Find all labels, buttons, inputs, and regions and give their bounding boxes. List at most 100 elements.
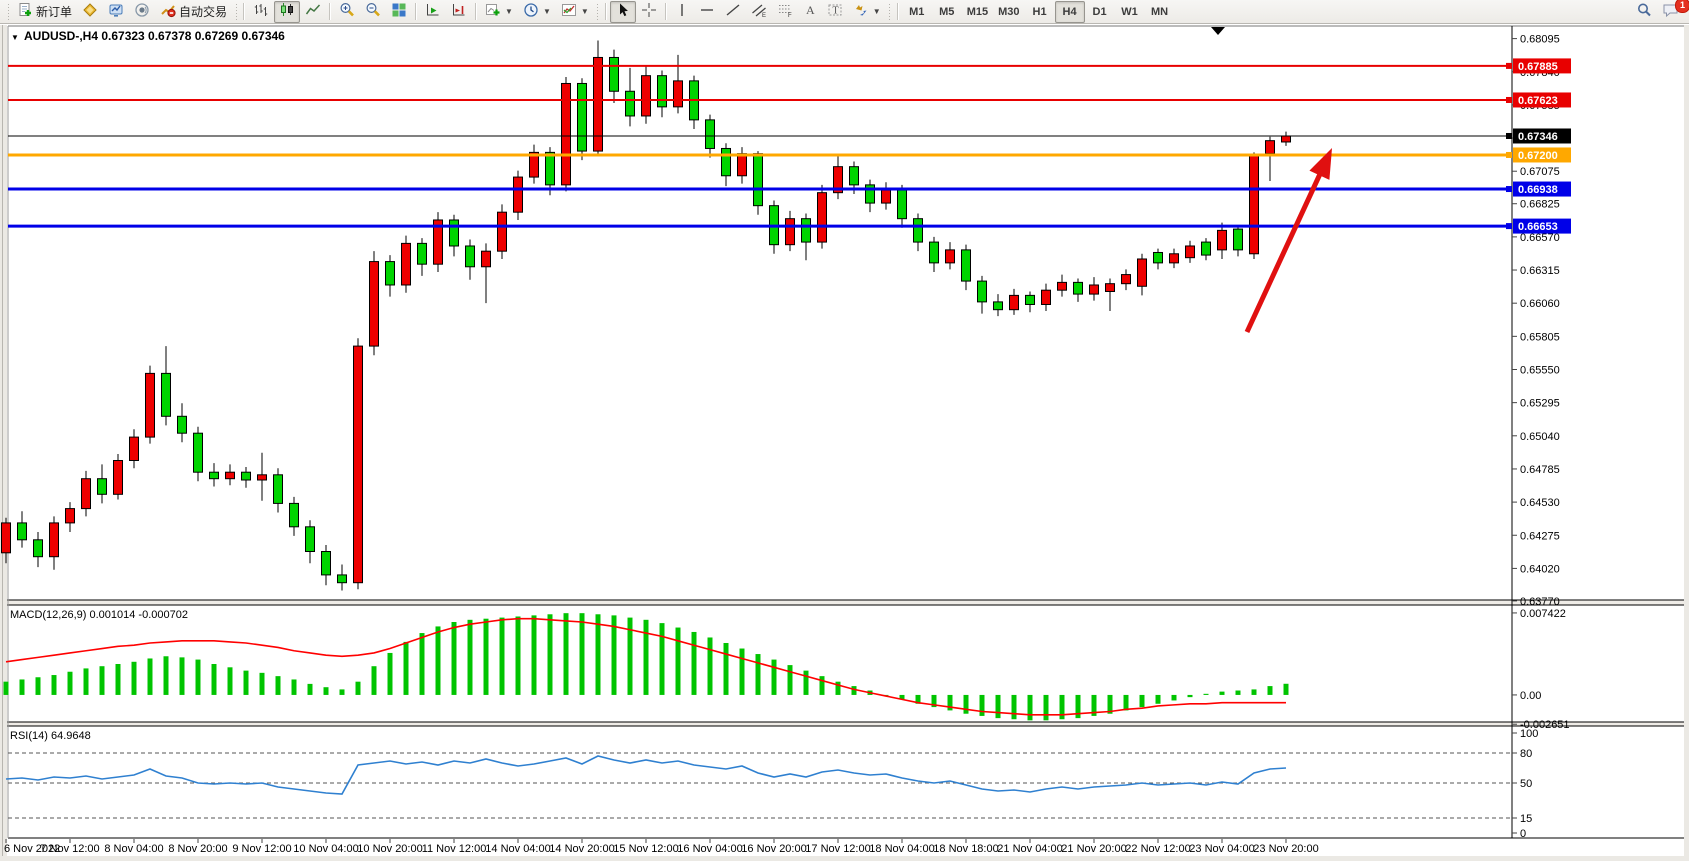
candle xyxy=(977,280,987,303)
macd-histogram-bar xyxy=(803,670,809,695)
indicators-button[interactable]: ▼ xyxy=(480,1,518,23)
timeframe-button-d1[interactable]: D1 xyxy=(1092,5,1107,18)
data-window-button[interactable] xyxy=(103,1,129,23)
macd-histogram-bar xyxy=(499,617,505,695)
line-chart-button[interactable] xyxy=(300,1,326,23)
macd-histogram-bar xyxy=(1187,694,1193,698)
arrows-button[interactable]: ▼ xyxy=(848,1,886,23)
chart-shift-button[interactable] xyxy=(446,1,472,23)
candle xyxy=(817,192,827,243)
autotrading-button[interactable]: 自动交易 xyxy=(155,1,232,23)
news-button[interactable] xyxy=(129,1,155,23)
timeframe-button-h4[interactable]: H4 xyxy=(1054,0,1085,23)
candle xyxy=(1153,251,1163,264)
timeframe-button-mn[interactable]: MN xyxy=(1150,5,1169,18)
autotrading-icon xyxy=(160,2,176,21)
time-tick-label: 8 Nov 04:00 xyxy=(104,843,163,855)
cursor-icon xyxy=(615,2,631,21)
timeframe-button-m1[interactable]: M1 xyxy=(909,5,925,18)
macd-histogram-bar xyxy=(19,679,25,695)
time-tick-label: 17 Nov 12:00 xyxy=(805,843,870,855)
time-tick-label: 23 Nov 04:00 xyxy=(1189,843,1254,855)
timeframe-button-m15[interactable]: M15 xyxy=(966,5,989,18)
periods-icon xyxy=(523,2,539,21)
indicators-icon xyxy=(485,2,501,21)
price-badge-label: 0.66938 xyxy=(1518,184,1558,196)
macd-histogram-bar xyxy=(339,689,345,695)
candle xyxy=(945,249,955,264)
vertical-line-button[interactable] xyxy=(670,1,694,23)
price-level-lines[interactable] xyxy=(8,64,1512,228)
time-tick-label: 6 Nov 2022 xyxy=(4,843,60,855)
crosshair-button[interactable] xyxy=(636,1,662,23)
market-watch-button[interactable] xyxy=(77,1,103,23)
bar-chart-button[interactable] xyxy=(248,1,274,23)
window-bottom-edge xyxy=(0,856,1689,861)
price-badge-0.66938 xyxy=(1513,181,1571,197)
macd-histogram-bar xyxy=(1155,694,1161,704)
macd-histogram-bar xyxy=(1203,693,1209,695)
zoom-in-button[interactable] xyxy=(334,1,360,23)
macd-histogram-bar xyxy=(483,618,489,695)
price-tick-label: 0.64785 xyxy=(1520,464,1560,476)
candle xyxy=(417,242,427,265)
chart-title-expander: ▼ xyxy=(11,33,19,42)
timeframe-button-m5[interactable]: M5 xyxy=(939,5,955,18)
new-order-button[interactable]: 新订单 xyxy=(12,1,77,23)
timeframe-button-m30[interactable]: M30 xyxy=(998,5,1020,18)
fibonacci-button[interactable]: F xyxy=(772,1,798,23)
candle xyxy=(289,502,299,528)
vertical-line-icon xyxy=(675,2,689,21)
macd-histogram-bar xyxy=(995,694,1001,719)
periods-button[interactable]: ▼ xyxy=(518,1,556,23)
price-tick-label: 0.68095 xyxy=(1520,34,1560,46)
candlestick-chart-button[interactable] xyxy=(274,0,301,23)
macd-histogram-bar xyxy=(1027,694,1033,721)
toolbar-drag-handle[interactable] xyxy=(887,3,892,20)
text-label-button[interactable]: T xyxy=(822,1,848,23)
new-order-label: 新订单 xyxy=(36,5,73,19)
trendline-button[interactable] xyxy=(720,1,746,23)
candle xyxy=(321,551,331,576)
horizontal-line-icon xyxy=(699,2,715,21)
toolbar-drag-handle[interactable] xyxy=(6,3,10,20)
equidistant-channel-button[interactable]: E xyxy=(746,1,772,23)
timeframe-button-h1[interactable]: H1 xyxy=(1032,5,1047,18)
toolbar-drag-handle[interactable] xyxy=(595,3,600,20)
chat-button[interactable]: 1 xyxy=(1657,0,1689,23)
candle xyxy=(753,153,763,207)
timeframe-button-w1[interactable]: W1 xyxy=(1121,5,1138,18)
annotation-arrow[interactable] xyxy=(1244,148,1332,334)
macd-histogram-bar xyxy=(851,686,857,695)
time-tick-label: 23 Nov 20:00 xyxy=(1253,843,1318,855)
macd-axis-label: 0.007422 xyxy=(1520,608,1566,620)
candle xyxy=(1185,245,1195,259)
horizontal-line-button[interactable] xyxy=(694,1,720,23)
candle xyxy=(609,56,619,92)
price-axis[interactable]: 0.680950.678400.675850.673300.670750.668… xyxy=(1506,34,1571,608)
search-button[interactable] xyxy=(1631,1,1657,23)
macd-histogram-bar xyxy=(179,657,185,695)
candle xyxy=(433,219,443,265)
candle xyxy=(1009,294,1019,311)
chart-shift-icon xyxy=(451,2,467,21)
candle xyxy=(577,82,587,152)
candle xyxy=(513,176,523,213)
chart-shift-marker[interactable] xyxy=(1211,27,1225,35)
macd-histogram-bar xyxy=(355,681,361,695)
crosshair-icon xyxy=(641,2,657,21)
toolbar-drag-handle[interactable] xyxy=(234,3,239,20)
cursor-button[interactable] xyxy=(609,0,636,23)
tile-windows-button[interactable] xyxy=(386,1,412,23)
zoom-out-button[interactable] xyxy=(360,1,386,23)
auto-scroll-button[interactable] xyxy=(420,1,446,23)
macd-histogram-bar xyxy=(307,683,313,695)
macd-axis-label: 0.00 xyxy=(1520,690,1541,702)
text-button[interactable]: A xyxy=(798,1,822,23)
templates-button[interactable]: ▼ xyxy=(556,1,594,23)
chat-notification-badge: 1 xyxy=(1675,0,1689,13)
time-tick-label: 22 Nov 12:00 xyxy=(1125,843,1190,855)
macd-histogram-bar xyxy=(979,694,985,716)
